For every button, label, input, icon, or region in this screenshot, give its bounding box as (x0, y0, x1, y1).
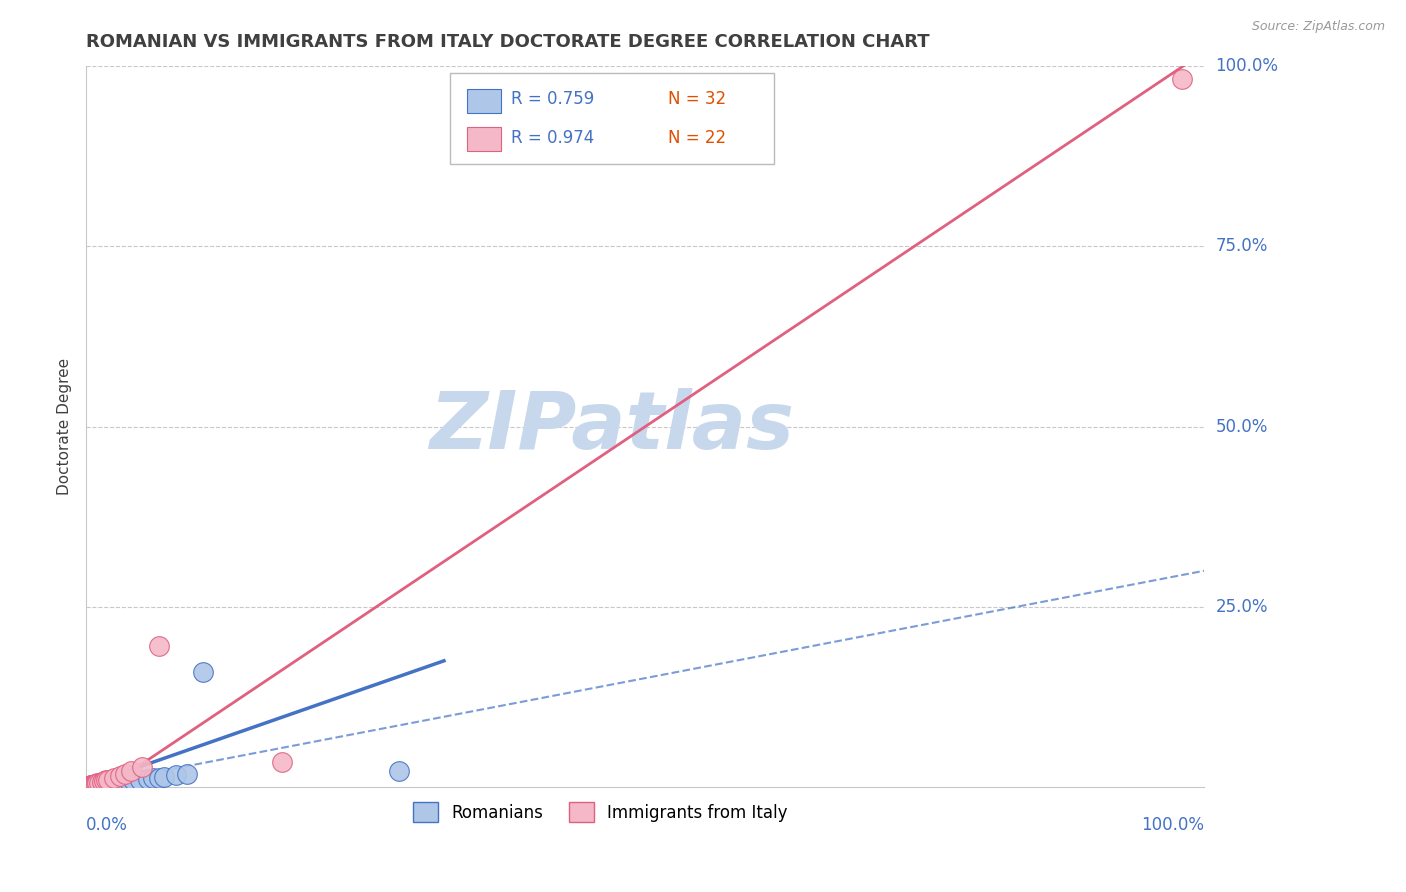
Text: N = 22: N = 22 (668, 128, 725, 146)
Point (87, 777, 110, 791)
Point (1171, 72, 1194, 87)
Text: Source: ZipAtlas.com: Source: ZipAtlas.com (1251, 20, 1385, 33)
Point (91, 776, 114, 790)
Point (108, 775, 131, 789)
Point (90, 777, 112, 791)
Point (79, 779, 101, 793)
Point (93, 774, 115, 789)
Point (84, 777, 107, 791)
Point (77, 779, 100, 793)
Point (82, 779, 104, 793)
Point (79, 779, 101, 793)
Point (114, 774, 136, 789)
FancyBboxPatch shape (467, 127, 501, 152)
Point (136, 772, 159, 786)
Point (193, 665, 215, 679)
Point (80, 779, 103, 793)
Point (128, 772, 150, 787)
Point (97, 772, 120, 787)
Text: 25.0%: 25.0% (1216, 598, 1268, 615)
Point (79, 779, 101, 793)
Point (86, 776, 108, 790)
Point (80, 779, 103, 793)
Point (83, 778, 105, 792)
Point (148, 640, 170, 654)
Point (105, 775, 128, 789)
Point (86, 778, 108, 792)
Point (153, 770, 176, 784)
Point (103, 772, 125, 786)
Point (96, 773, 118, 788)
Text: N = 32: N = 32 (668, 90, 725, 109)
Text: 0.0%: 0.0% (86, 816, 128, 834)
Point (96, 776, 118, 790)
Point (103, 775, 125, 789)
Y-axis label: Doctorate Degree: Doctorate Degree (58, 358, 72, 495)
Text: 75.0%: 75.0% (1216, 237, 1268, 255)
Point (79, 779, 101, 793)
Point (176, 767, 198, 781)
Point (84, 778, 107, 792)
Text: 50.0%: 50.0% (1216, 417, 1268, 435)
Text: R = 0.759: R = 0.759 (510, 90, 595, 109)
Point (89, 777, 111, 791)
Point (270, 755, 292, 769)
Text: 100.0%: 100.0% (1142, 816, 1205, 834)
Point (388, 764, 411, 778)
Text: 100.0%: 100.0% (1216, 57, 1278, 75)
Point (165, 768, 187, 782)
Point (101, 775, 124, 789)
Point (82, 778, 104, 792)
FancyBboxPatch shape (467, 88, 501, 113)
Point (131, 760, 153, 774)
Text: ZIPatlas: ZIPatlas (429, 388, 794, 466)
Point (98, 775, 121, 789)
Point (77, 779, 100, 793)
Point (108, 769, 131, 783)
Point (114, 767, 136, 781)
Point (94, 776, 117, 790)
FancyBboxPatch shape (450, 73, 773, 163)
Text: R = 0.974: R = 0.974 (510, 128, 595, 146)
Point (84, 777, 107, 791)
Point (117, 774, 139, 789)
Point (148, 771, 170, 785)
Point (83, 778, 105, 792)
Point (84, 778, 107, 792)
Text: ROMANIAN VS IMMIGRANTS FROM ITALY DOCTORATE DEGREE CORRELATION CHART: ROMANIAN VS IMMIGRANTS FROM ITALY DOCTOR… (86, 33, 929, 51)
Point (122, 773, 145, 788)
Legend: Romanians, Immigrants from Italy: Romanians, Immigrants from Italy (406, 796, 794, 829)
Point (89, 775, 111, 789)
Point (120, 764, 142, 778)
Point (142, 772, 165, 786)
Point (90, 775, 112, 789)
